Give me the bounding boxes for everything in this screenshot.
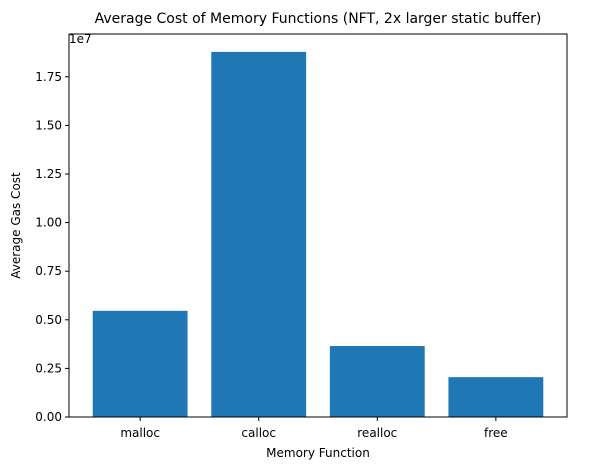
x-tick-label-free: free bbox=[484, 426, 508, 440]
bar-free bbox=[448, 377, 544, 417]
plot-frame bbox=[68, 33, 568, 418]
x-tick-label-calloc: calloc bbox=[241, 426, 276, 440]
bar-calloc bbox=[211, 51, 307, 418]
y-tick-label: 1.00 bbox=[35, 216, 62, 230]
y-tick-label: 1.50 bbox=[35, 118, 62, 132]
y-offset-label: 1e7 bbox=[69, 32, 92, 46]
y-tick-label: 0.25 bbox=[35, 361, 62, 375]
bar-malloc bbox=[92, 310, 188, 417]
y-axis-ticks: 0.00 0.25 0.50 0.75 1.00 1.25 1.50 1.75 bbox=[35, 70, 69, 424]
x-axis-ticks: malloc calloc realloc free bbox=[120, 417, 508, 440]
x-tick-label-malloc: malloc bbox=[120, 426, 160, 440]
bars-group bbox=[92, 51, 544, 418]
chart-title: Average Cost of Memory Functions (NFT, 2… bbox=[95, 11, 542, 27]
y-tick-label: 0.75 bbox=[35, 264, 62, 278]
y-tick-label: 0.50 bbox=[35, 313, 62, 327]
y-tick-label: 1.75 bbox=[35, 70, 62, 84]
y-tick-label: 0.00 bbox=[35, 410, 62, 424]
y-axis-label: Average Gas Cost bbox=[9, 172, 23, 279]
x-tick-label-realloc: realloc bbox=[357, 426, 397, 440]
bar-realloc bbox=[329, 346, 425, 417]
y-tick-label: 1.25 bbox=[35, 167, 62, 181]
x-axis-label: Memory Function bbox=[266, 446, 370, 460]
